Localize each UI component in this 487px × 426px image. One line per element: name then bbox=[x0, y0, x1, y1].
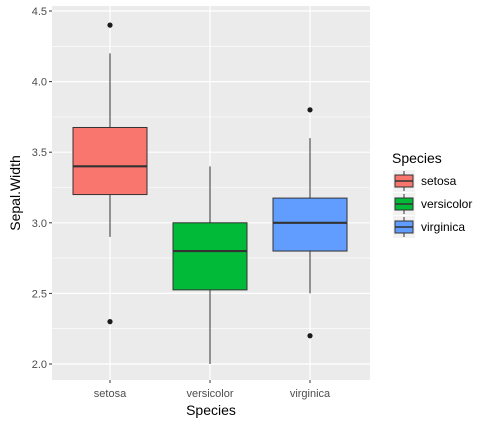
y-tick-label: 4.5 bbox=[32, 6, 47, 18]
box-setosa bbox=[72, 22, 148, 325]
outlier-point bbox=[307, 333, 313, 339]
x-axis-ticks: setosa versicolor virginica bbox=[94, 380, 331, 400]
box-virginica bbox=[272, 107, 348, 339]
legend: Species setosa versicolor virginica bbox=[392, 150, 472, 238]
y-tick-label: 2.0 bbox=[32, 359, 47, 371]
outlier-point bbox=[107, 22, 113, 28]
boxes-layer bbox=[72, 22, 348, 364]
y-axis-ticks: 2.0 2.5 3.0 3.5 4.0 4.5 bbox=[32, 6, 52, 371]
box-body bbox=[72, 126, 148, 196]
box-versicolor bbox=[172, 166, 248, 364]
y-tick-label: 2.5 bbox=[32, 288, 47, 300]
y-axis-title: Sepal.Width bbox=[7, 155, 23, 230]
box-body bbox=[172, 222, 248, 291]
x-tick-label: versicolor bbox=[186, 388, 233, 400]
outlier-point bbox=[307, 107, 313, 113]
y-tick-label: 3.5 bbox=[32, 147, 47, 159]
legend-label: setosa bbox=[421, 174, 457, 188]
y-tick-label: 3.0 bbox=[32, 218, 47, 230]
legend-entry-versicolor: versicolor bbox=[393, 193, 472, 215]
legend-title: Species bbox=[392, 150, 442, 166]
outlier-point bbox=[107, 319, 113, 325]
legend-label: versicolor bbox=[421, 197, 472, 211]
legend-label: virginica bbox=[421, 220, 465, 234]
legend-entry-setosa: setosa bbox=[393, 170, 457, 192]
x-axis-title: Species bbox=[186, 402, 236, 418]
x-tick-label: setosa bbox=[94, 388, 127, 400]
box-body bbox=[272, 197, 348, 252]
legend-entry-virginica: virginica bbox=[393, 216, 465, 238]
x-tick-label: virginica bbox=[290, 388, 331, 400]
y-tick-label: 4.0 bbox=[32, 77, 47, 89]
